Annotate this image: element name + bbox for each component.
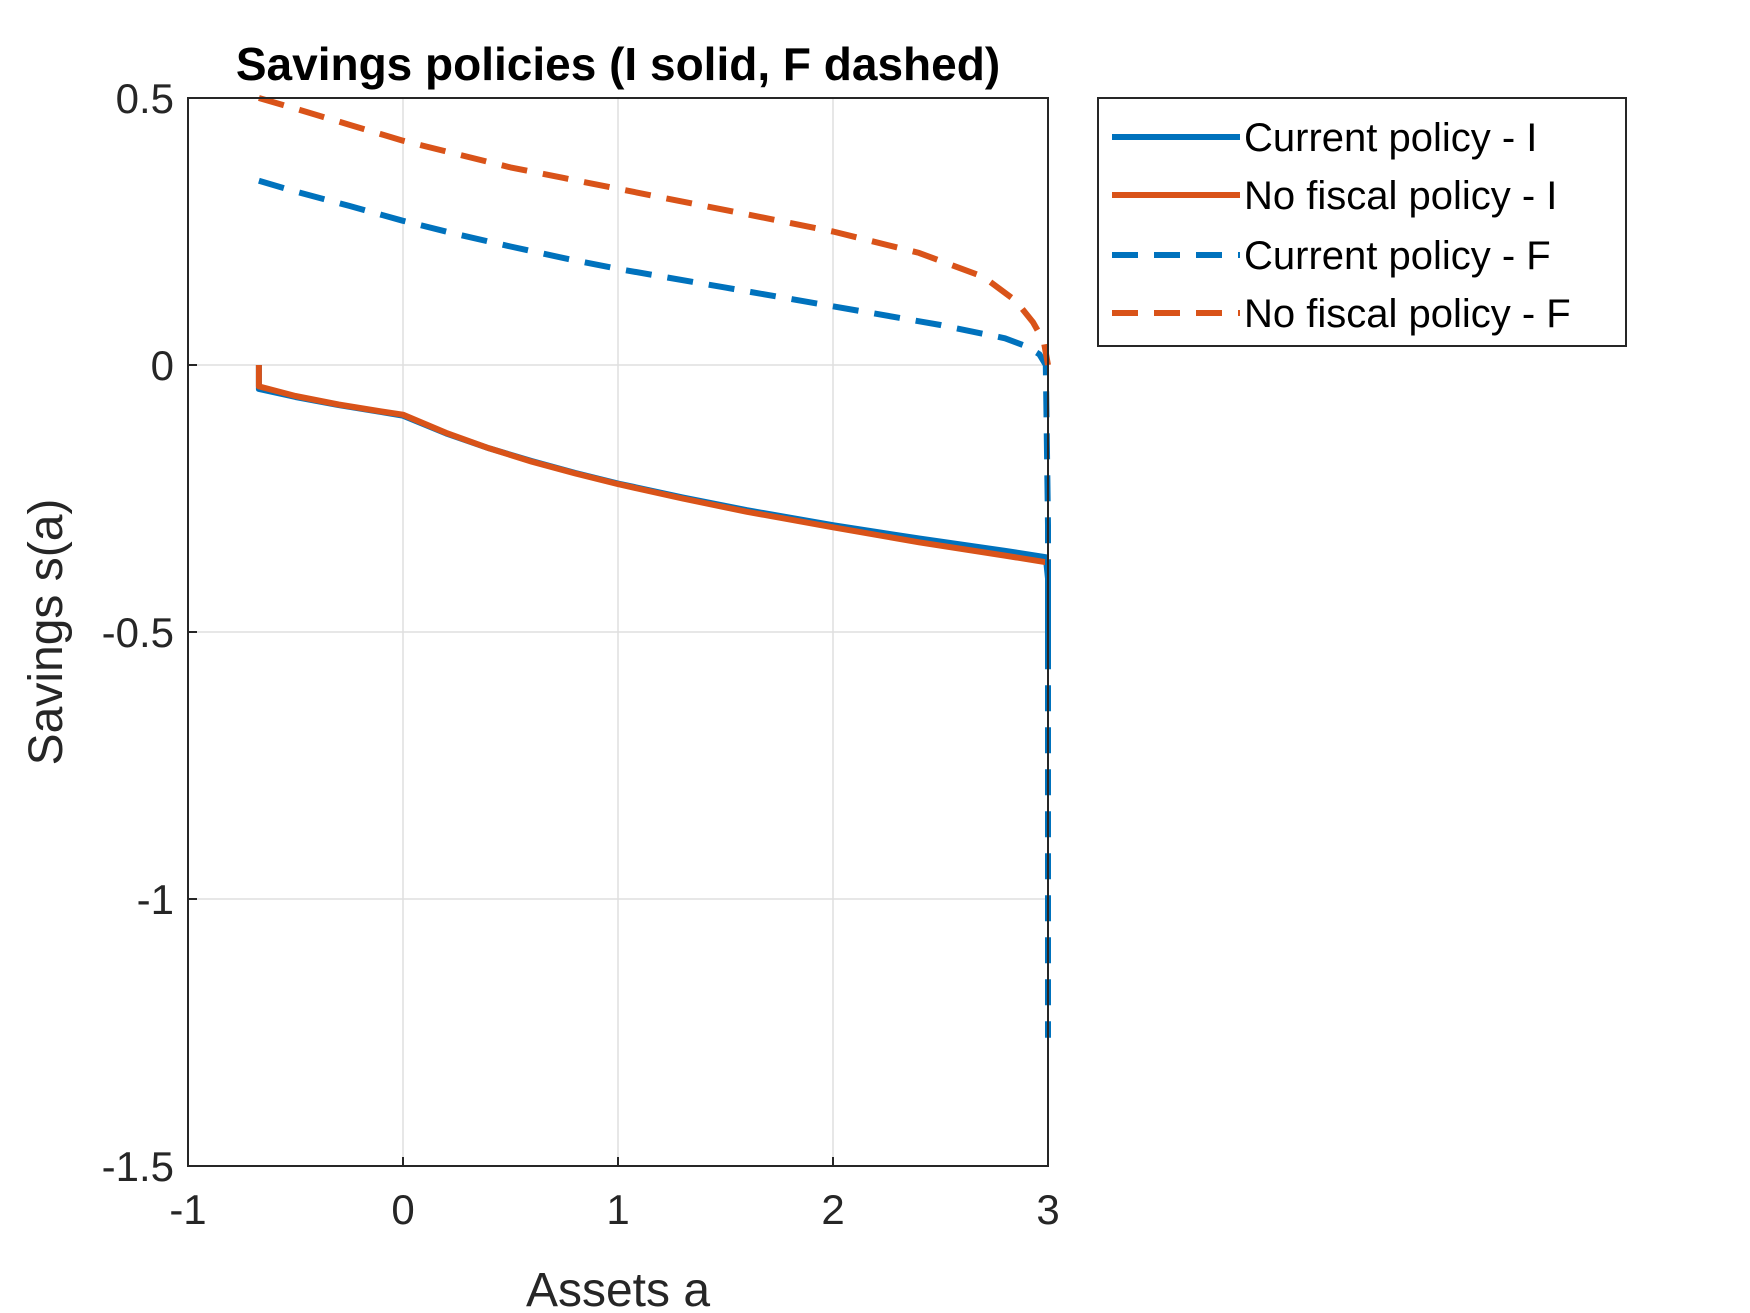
chart-title: Savings policies (I solid, F dashed) bbox=[236, 38, 1000, 90]
y-tick-label: -0.5 bbox=[102, 609, 174, 656]
y-tick-label: -1 bbox=[137, 876, 174, 923]
x-axis-label: Assets a bbox=[526, 1264, 710, 1313]
plot-lines bbox=[255, 95, 1051, 1038]
legend: Current policy - I No fiscal policy - I … bbox=[1097, 97, 1627, 347]
series-line-current-policy-i bbox=[255, 365, 1051, 648]
y-tick-label: 0 bbox=[151, 342, 174, 389]
x-tick-label: -1 bbox=[169, 1186, 206, 1233]
y-tick-label: -1.5 bbox=[102, 1143, 174, 1190]
x-tick-label: 2 bbox=[821, 1186, 844, 1233]
y-tick-label: 0.5 bbox=[116, 75, 174, 122]
legend-label-nofiscal-f: No fiscal policy - F bbox=[1244, 292, 1571, 336]
legend-label-current-f: Current policy - F bbox=[1244, 234, 1551, 278]
grid bbox=[187, 97, 1049, 1167]
y-tick-labels: -1.5 -1 -0.5 0 0.5 bbox=[102, 75, 197, 1190]
x-tick-labels: -1 0 1 2 3 bbox=[169, 1157, 1060, 1233]
x-tick-label: 3 bbox=[1036, 1186, 1059, 1233]
legend-label-current-i: Current policy - I bbox=[1244, 116, 1537, 160]
x-tick-label: 0 bbox=[391, 1186, 414, 1233]
legend-label-nofiscal-i: No fiscal policy - I bbox=[1244, 174, 1557, 218]
x-tick-label: 1 bbox=[606, 1186, 629, 1233]
y-axis-label: Savings s(a) bbox=[20, 499, 73, 766]
series-line-no-fiscal-policy-i bbox=[255, 365, 1049, 566]
series-line-no-fiscal-policy-f bbox=[258, 95, 1051, 366]
series-line-current-policy-f bbox=[258, 177, 1051, 1038]
legend-box bbox=[1097, 97, 1627, 347]
